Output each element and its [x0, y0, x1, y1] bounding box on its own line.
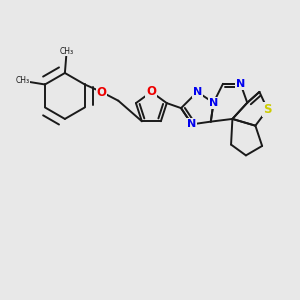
- Text: CH₃: CH₃: [15, 76, 29, 85]
- Text: O: O: [97, 85, 106, 98]
- Text: CH₃: CH₃: [59, 47, 73, 56]
- Text: N: N: [193, 87, 202, 97]
- Text: N: N: [209, 98, 218, 108]
- Text: N: N: [187, 119, 196, 129]
- Text: O: O: [146, 85, 156, 98]
- Text: S: S: [263, 103, 272, 116]
- Text: N: N: [236, 79, 245, 89]
